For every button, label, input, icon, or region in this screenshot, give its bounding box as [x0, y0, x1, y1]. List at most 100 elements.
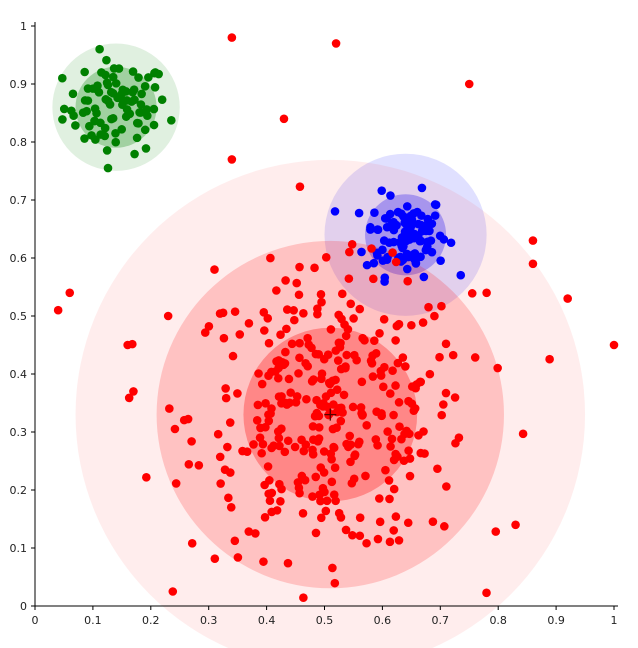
data-point [255, 433, 265, 442]
data-point [179, 415, 189, 425]
data-point [316, 513, 326, 523]
data-point [200, 328, 210, 337]
data-point [303, 333, 312, 343]
data-point [349, 314, 358, 323]
data-point [528, 259, 538, 269]
data-point [266, 253, 275, 263]
data-point [292, 278, 302, 288]
data-point [448, 350, 458, 360]
data-point [414, 219, 423, 229]
data-point [357, 247, 366, 257]
data-point [267, 367, 276, 377]
data-point [142, 473, 151, 482]
data-point [355, 531, 365, 541]
data-point [254, 369, 263, 378]
data-point [316, 290, 326, 299]
data-point [354, 208, 364, 218]
data-point [213, 429, 223, 439]
data-point [414, 431, 423, 440]
data-point [108, 72, 118, 82]
data-point [407, 320, 416, 330]
data-point [403, 276, 413, 286]
data-point [318, 402, 328, 411]
data-point [171, 479, 181, 488]
y-tick-label: 0.3 [10, 426, 28, 439]
data-point [261, 422, 270, 432]
data-point [482, 288, 491, 298]
data-point [140, 82, 150, 91]
data-point [384, 476, 394, 485]
data-point [345, 247, 354, 257]
data-point [328, 563, 337, 573]
data-point [316, 496, 325, 506]
data-point [358, 411, 367, 420]
data-point [90, 104, 100, 113]
data-point [95, 44, 104, 54]
data-point [80, 96, 90, 105]
data-point [402, 249, 412, 259]
data-point [221, 393, 231, 403]
data-point [223, 442, 232, 452]
data-point [376, 366, 386, 376]
data-point [299, 593, 308, 602]
data-point [251, 529, 260, 538]
data-point [400, 227, 410, 237]
data-point [311, 528, 321, 538]
y-tick-label: 1 [20, 20, 27, 33]
data-point [168, 587, 178, 596]
data-point [282, 324, 291, 334]
data-point [353, 439, 363, 449]
data-point [298, 508, 308, 518]
data-point [377, 409, 386, 418]
data-point [439, 400, 448, 409]
y-tick-label: 0.2 [10, 484, 28, 497]
data-point [344, 274, 354, 283]
data-point [204, 322, 214, 331]
data-point [401, 362, 410, 371]
data-point [371, 435, 381, 444]
data-point [263, 314, 273, 323]
data-point [276, 497, 285, 506]
data-point [170, 424, 180, 434]
data-point [264, 338, 274, 348]
data-point [415, 236, 425, 246]
data-point [395, 422, 404, 431]
data-point [290, 442, 300, 452]
data-point [369, 336, 379, 345]
y-tick-label: 0.6 [10, 252, 28, 265]
data-point [430, 211, 440, 220]
data-point [142, 105, 152, 114]
data-point [228, 351, 238, 361]
data-point [389, 410, 398, 420]
data-point [328, 424, 338, 434]
data-point [528, 236, 538, 245]
data-point [341, 331, 351, 341]
data-point [80, 67, 89, 77]
data-point [83, 84, 93, 93]
data-point [259, 557, 268, 566]
data-point [317, 297, 326, 307]
data-point [101, 95, 111, 104]
data-point [283, 558, 293, 568]
data-point [264, 410, 273, 419]
data-point [137, 89, 146, 99]
data-point [286, 388, 295, 397]
data-point [377, 186, 387, 195]
data-point [257, 379, 267, 389]
data-point [273, 373, 283, 383]
data-point [100, 131, 110, 141]
data-point [281, 347, 290, 357]
data-point [392, 321, 402, 331]
data-point [230, 536, 240, 546]
y-tick-label: 0 [20, 600, 27, 613]
data-point [355, 513, 365, 522]
data-point [277, 484, 286, 494]
data-point [311, 349, 321, 359]
data-point [272, 286, 281, 295]
data-point [253, 400, 263, 410]
data-point [330, 578, 340, 588]
data-point [428, 517, 438, 526]
data-point [545, 354, 554, 364]
data-point [264, 416, 274, 426]
data-point [242, 447, 252, 457]
